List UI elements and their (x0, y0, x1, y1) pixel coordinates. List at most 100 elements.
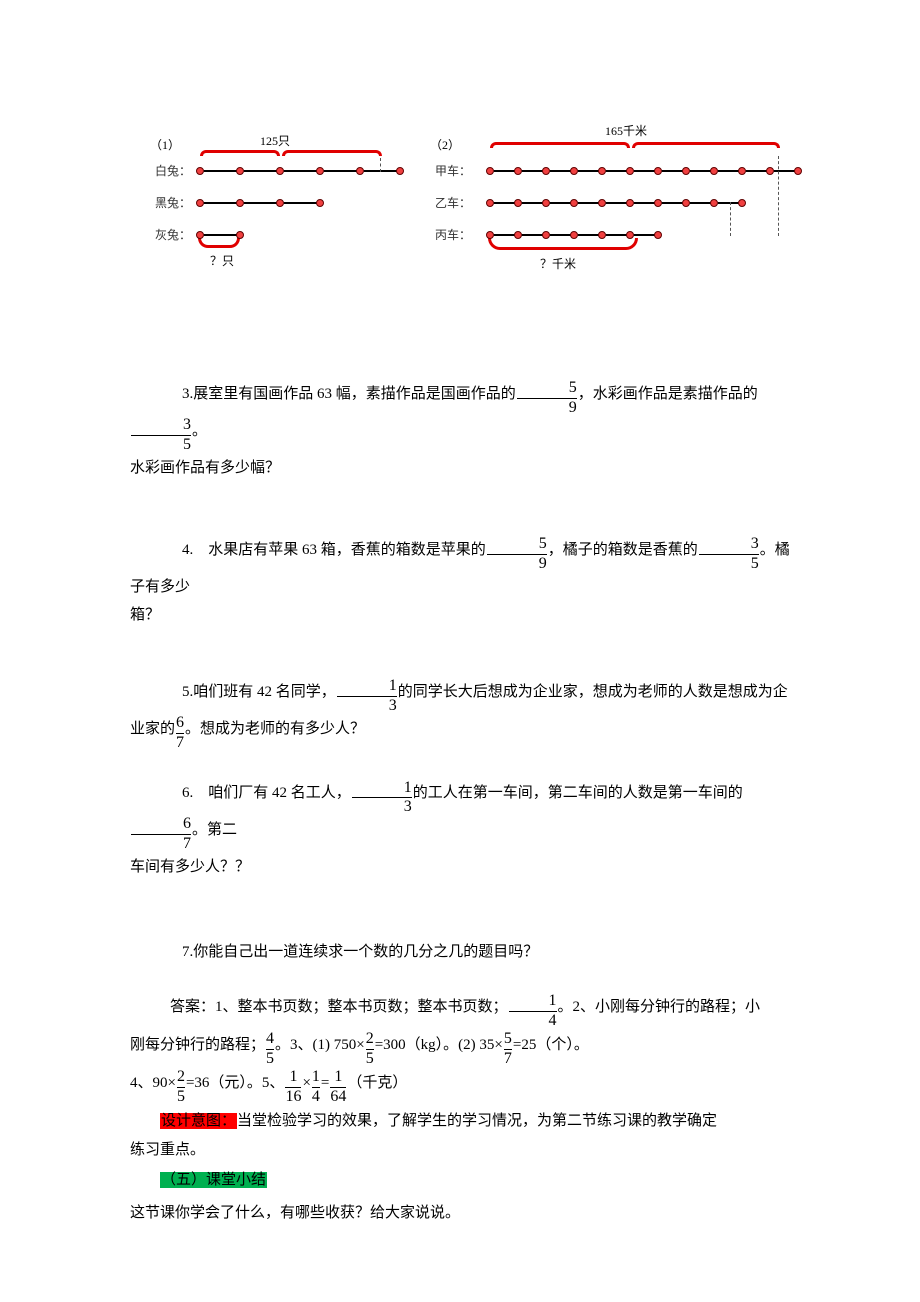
dot-icon (236, 199, 244, 207)
fraction: 25 (177, 1069, 185, 1106)
dot-icon (542, 199, 550, 207)
q6-line2: 车间有多少人？？ (130, 853, 790, 882)
fraction: 13 (337, 678, 397, 715)
bar-row (200, 199, 324, 207)
fraction: 59 (487, 536, 547, 573)
dot-icon (356, 167, 364, 175)
design-text: 当堂检验学习的效果，了解学生的学习情况，为第二节练习课的教学确定 (237, 1113, 717, 1129)
diagram-2-top-value: 165千米 (605, 122, 647, 139)
fraction: 67 (131, 816, 191, 853)
question-3: 3.展室里有国画作品 63 幅，素描作品是国画作品的59，水彩画作品是素描作品的… (130, 380, 790, 482)
dot-icon (542, 231, 550, 239)
q6-text: 。第二 (192, 822, 237, 838)
diagram-1-title: （1） (150, 136, 180, 153)
fraction: 59 (517, 380, 577, 417)
answer-text: 。2、小刚每分钟行的路程；小 (558, 999, 761, 1015)
dot-icon (196, 199, 204, 207)
dot-icon (682, 167, 690, 175)
dot-icon (626, 167, 634, 175)
dot-icon (276, 199, 284, 207)
fraction: 14 (509, 993, 557, 1030)
dot-icon (654, 167, 662, 175)
row-label: 灰兔： (155, 226, 191, 243)
answer-text: =300（kg）。(2) 35× (375, 1037, 503, 1053)
bar-row (200, 167, 404, 175)
fraction: 35 (131, 417, 191, 454)
diagram-1-bottom-label: ？只 (210, 252, 234, 269)
q3-line2: 水彩画作品有多少幅？ (130, 454, 790, 483)
dot-icon (794, 167, 802, 175)
fraction: 13 (352, 780, 412, 817)
question-7: 7.你能自己出一道连续求一个数的几分之几的题目吗？ (130, 938, 790, 967)
dot-icon (598, 231, 606, 239)
fraction: 164 (330, 1069, 346, 1106)
q5-text: 的同学长大后想成为企业家，想成为老师的人数是想成为企 (398, 684, 788, 700)
dot-icon (514, 199, 522, 207)
design-intent: 设计意图：当堂检验学习的效果，了解学生的学习情况，为第二节练习课的教学确定 练习… (130, 1107, 790, 1164)
dot-icon (654, 231, 662, 239)
dot-icon (236, 231, 244, 239)
dot-icon (710, 167, 718, 175)
dot-icon (570, 167, 578, 175)
dot-icon (316, 199, 324, 207)
design-label: 设计意图： (160, 1113, 237, 1129)
fraction: 67 (176, 715, 184, 752)
question-6: 6. 咱们厂有 42 名工人，13的工人在第一车间，第二车间的人数是第一车间的6… (130, 779, 790, 881)
summary-text: 这节课你学会了什么，有哪些收获？给大家说说。 (130, 1199, 790, 1228)
answer-text: = (321, 1075, 329, 1091)
fraction: 25 (366, 1031, 374, 1068)
bar-row (490, 167, 802, 175)
dot-icon (570, 231, 578, 239)
section-summary: （五）课堂小结 这节课你学会了什么，有哪些收获？给大家说说。 (130, 1166, 790, 1227)
dot-icon (598, 167, 606, 175)
answer-text: 刚每分钟行的路程； (130, 1037, 265, 1053)
q6-text: 6. 咱们厂有 42 名工人， (182, 785, 351, 801)
answers-block: 答案：1、整本书页数；整本书页数；整本书页数；14。2、小刚每分钟行的路程；小 … (130, 992, 790, 1105)
dot-icon (570, 199, 578, 207)
row-label: 白兔： (155, 162, 191, 179)
diagram-2-bottom-label: ？千米 (540, 255, 576, 272)
fraction: 45 (266, 1031, 274, 1068)
summary-label: （五）课堂小结 (160, 1172, 267, 1188)
answer-text: × (302, 1075, 310, 1091)
dot-icon (514, 167, 522, 175)
dot-icon (542, 167, 550, 175)
diagram-2-title: （2） (430, 136, 460, 153)
answer-text: 答案：1、整本书页数；整本书页数；整本书页数； (170, 999, 508, 1015)
dot-icon (486, 199, 494, 207)
brace-icon (632, 142, 780, 148)
design-text-2: 练习重点。 (130, 1136, 790, 1165)
dot-icon (514, 231, 522, 239)
q5-text: 5.咱们班有 42 名同学， (182, 684, 336, 700)
diagram-1: （1） 125只 白兔： 黑兔： 灰兔： (130, 130, 390, 310)
dot-icon (682, 199, 690, 207)
q5-text: 。想成为老师的有多少人？ (185, 721, 365, 737)
q3-text: 3.展室里有国画作品 63 幅，素描作品是国画作品的 (182, 386, 516, 402)
question-5: 5.咱们班有 42 名同学，13的同学长大后想成为企业家，想成为老师的人数是想成… (130, 678, 790, 752)
dot-icon (236, 167, 244, 175)
dot-icon (486, 167, 494, 175)
row-label: 黑兔： (155, 194, 191, 211)
dot-icon (766, 167, 774, 175)
brace-icon (200, 150, 280, 156)
row-label: 乙车： (435, 194, 471, 211)
dot-icon (196, 231, 204, 239)
brace-icon (490, 142, 630, 148)
bar-row (490, 199, 746, 207)
fraction: 57 (504, 1031, 512, 1068)
q5-text: 业家的 (130, 721, 175, 737)
diagram-1-top-value: 125只 (260, 132, 290, 149)
row-label: 甲车： (435, 162, 471, 179)
diagram-2: （2） 165千米 甲车： 乙车： 丙车： (410, 130, 790, 310)
dot-icon (738, 199, 746, 207)
q4-text: 4. 水果店有苹果 63 箱，香蕉的箱数是苹果的 (182, 542, 486, 558)
dot-icon (654, 199, 662, 207)
dot-icon (196, 167, 204, 175)
dot-icon (316, 167, 324, 175)
dot-icon (396, 167, 404, 175)
dot-icon (276, 167, 284, 175)
diagrams-container: （1） 125只 白兔： 黑兔： 灰兔： (130, 0, 790, 310)
q3-text: 。 (192, 423, 207, 439)
answer-text: 。3、(1) 750× (275, 1037, 365, 1053)
brace-icon (198, 238, 240, 248)
